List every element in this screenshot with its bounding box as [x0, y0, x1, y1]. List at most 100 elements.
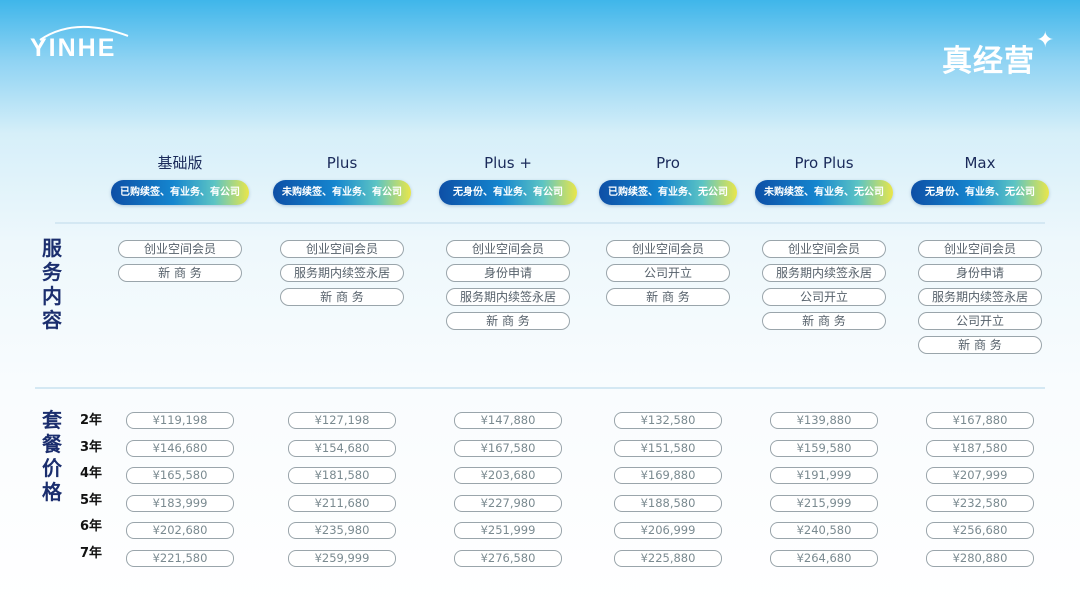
prices-section-label: 套餐价格: [42, 408, 62, 504]
service-item: 新 商 务: [280, 288, 404, 306]
price-item: ¥167,880: [926, 412, 1034, 429]
service-list: 创业空间会员新 商 务: [118, 240, 242, 282]
price-item: ¥187,580: [926, 439, 1034, 457]
service-item: 创业空间会员: [446, 240, 570, 258]
service-item: 服务期内续签永居: [918, 288, 1042, 306]
service-item: 创业空间会员: [118, 240, 242, 258]
service-list: 创业空间会员 服务期内续签永居 公司开立新 商 务: [762, 240, 886, 330]
service-item: 身份申请: [446, 264, 570, 282]
year-label: 6年: [80, 519, 103, 534]
service-item: 创业空间会员: [280, 240, 404, 258]
price-item: ¥259,999: [288, 549, 396, 567]
service-item: 公司开立: [762, 288, 886, 306]
year-label: 7年: [80, 545, 103, 561]
price-item: ¥235,980: [288, 522, 396, 539]
price-item: ¥221,580: [126, 549, 234, 567]
service-list: 创业空间会员 服务期内续签永居新 商 务: [280, 240, 404, 306]
price-item: ¥147,880: [454, 412, 562, 429]
year-label: 5年: [80, 492, 103, 508]
plan-header: Max 无身份、有业务、无公司: [905, 152, 1055, 205]
service-item: 服务期内续签永居: [762, 264, 886, 282]
plan-name: Max: [964, 154, 996, 172]
price-list: ¥167,880 ¥187,580 ¥207,999 ¥232,580 ¥256,680…: [926, 412, 1034, 567]
service-item: 新 商 务: [606, 288, 730, 306]
brand-title: 真经营: [942, 44, 1035, 79]
plan-name: Pro Plus: [794, 154, 854, 172]
year-label: 2年: [80, 413, 103, 428]
yinhe-logo: YINHE: [30, 22, 130, 64]
plan-badge: 无身份、有业务、无公司: [911, 180, 1049, 205]
plan-name: Pro: [656, 154, 680, 172]
plan-badge: 已购续签、有业务、有公司: [111, 180, 249, 205]
section-divider: [35, 387, 1045, 389]
price-item: ¥276,580: [454, 549, 562, 567]
price-item: ¥167,580: [454, 439, 562, 457]
logo-text: YINHE: [30, 34, 117, 62]
price-item: ¥251,999: [454, 522, 562, 539]
price-item: ¥127,198: [288, 412, 396, 429]
price-item: ¥159,580: [770, 439, 878, 457]
price-item: ¥119,198: [126, 412, 234, 429]
plan-name: Plus: [326, 154, 358, 172]
price-item: ¥264,680: [770, 549, 878, 567]
service-list: 创业空间会员 身份申请 服务期内续签永居 公司开立新 商 务: [918, 240, 1042, 354]
price-item: ¥202,680: [126, 522, 234, 539]
service-item: 创业空间会员: [762, 240, 886, 258]
service-item: 新 商 务: [118, 264, 242, 282]
price-item: ¥132,580: [614, 412, 722, 429]
logo-arc-icon: [39, 26, 129, 41]
service-item: 新 商 务: [762, 312, 886, 330]
plan-header: Pro Plus 未购续签、有业务、无公司: [749, 152, 899, 205]
service-item: 服务期内续签永居: [446, 288, 570, 306]
price-item: ¥169,880: [614, 467, 722, 484]
price-item: ¥191,999: [770, 467, 878, 484]
price-item: ¥181,580: [288, 467, 396, 484]
year-label: 4年: [80, 466, 103, 481]
price-list: ¥119,198 ¥146,680 ¥165,580 ¥183,999 ¥202,680…: [126, 412, 234, 567]
plan-header: 基础版 已购续签、有业务、有公司: [105, 152, 255, 205]
plan-badge: 无身份、有业务、有公司: [439, 180, 577, 205]
service-item: 公司开立: [918, 312, 1042, 330]
services-section-label: 服务内容: [42, 236, 62, 332]
plan-badge: 未购续签、有业务、无公司: [755, 180, 893, 205]
plan-name: Plus +: [484, 154, 532, 172]
price-list: ¥147,880 ¥167,580 ¥203,680 ¥227,980 ¥251,999…: [454, 412, 562, 567]
price-item: ¥206,999: [614, 522, 722, 539]
price-item: ¥211,680: [288, 494, 396, 512]
price-item: ¥232,580: [926, 494, 1034, 512]
service-item: 新 商 务: [446, 312, 570, 330]
plan-badge: 已购续签、有业务、无公司: [599, 180, 737, 205]
price-item: ¥151,580: [614, 439, 722, 457]
price-list: ¥127,198 ¥154,680 ¥181,580 ¥211,680 ¥235,980…: [288, 412, 396, 567]
year-labels: 2年 3年 4年 5年 6年 7年: [80, 413, 102, 562]
service-list: 创业空间会员 身份申请服务期内续签永居新 商 务: [446, 240, 570, 330]
header-divider: [55, 222, 1045, 224]
year-label: 3年: [80, 439, 103, 455]
price-item: ¥188,580: [614, 494, 722, 512]
price-item: ¥240,580: [770, 522, 878, 539]
price-list: ¥132,580 ¥151,580 ¥169,880 ¥188,580 ¥206,999…: [614, 412, 722, 567]
service-item: 创业空间会员: [606, 240, 730, 258]
sparkle-icon: ✦: [1036, 28, 1055, 53]
price-item: ¥256,680: [926, 522, 1034, 539]
plan-name: 基础版: [157, 154, 203, 172]
price-item: ¥154,680: [288, 439, 396, 457]
plan-header: Plus 未购续签、有业务、有公司: [267, 152, 417, 205]
price-item: ¥146,680: [126, 439, 234, 457]
service-item: 服务期内续签永居: [280, 264, 404, 282]
price-item: ¥165,580: [126, 467, 234, 484]
price-item: ¥280,880: [926, 549, 1034, 567]
price-item: ¥227,980: [454, 494, 562, 512]
price-item: ¥215,999: [770, 494, 878, 512]
service-item: 新 商 务: [918, 336, 1042, 354]
price-item: ¥183,999: [126, 494, 234, 512]
plan-badge: 未购续签、有业务、有公司: [273, 180, 411, 205]
price-item: ¥139,880: [770, 412, 878, 429]
plan-header: Pro 已购续签、有业务、无公司: [593, 152, 743, 205]
price-list: ¥139,880 ¥159,580 ¥191,999 ¥215,999 ¥240,580…: [770, 412, 878, 567]
price-item: ¥225,880: [614, 549, 722, 567]
service-list: 创业空间会员 公司开立新 商 务: [606, 240, 730, 306]
price-item: ¥207,999: [926, 467, 1034, 484]
service-item: 公司开立: [606, 264, 730, 282]
service-item: 身份申请: [918, 264, 1042, 282]
